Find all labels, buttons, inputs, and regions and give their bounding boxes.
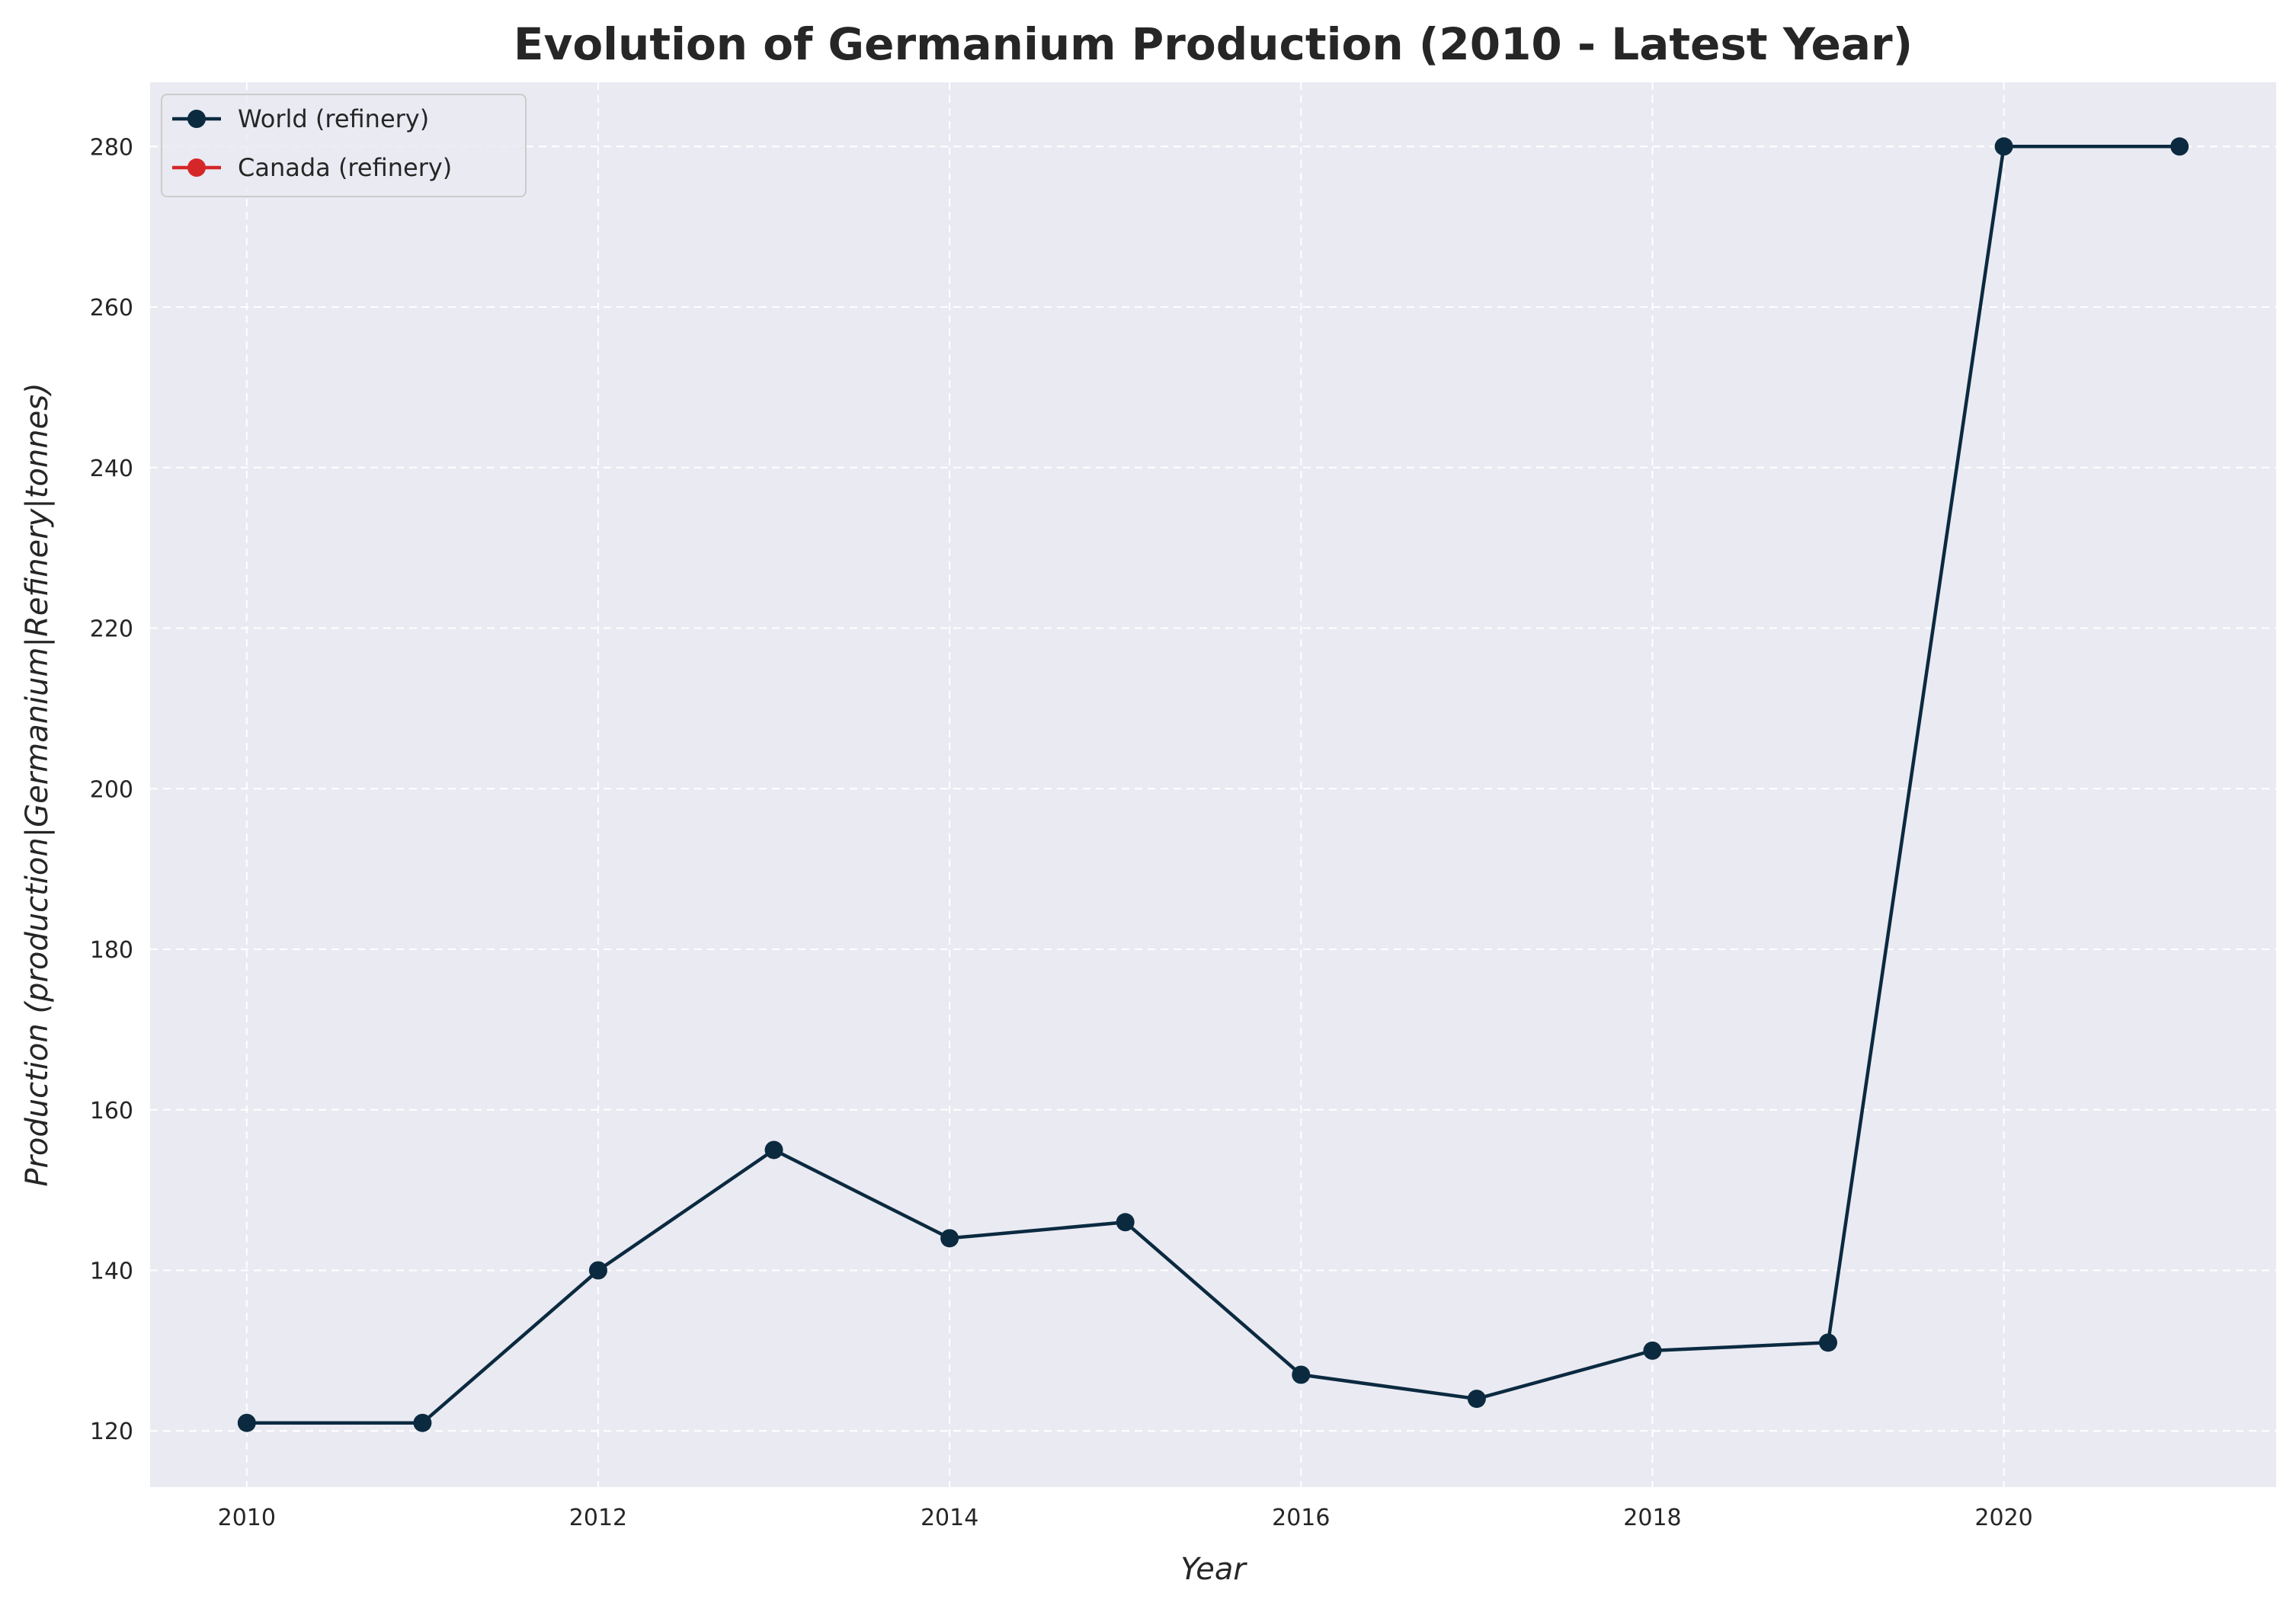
x-tick-label: 2014 [921, 1505, 978, 1531]
series-0 [237, 137, 2189, 1432]
legend-label: Canada (refinery) [238, 153, 452, 182]
legend: World (refinery) Canada (refinery) [161, 94, 527, 197]
y-tick-label: 160 [90, 1098, 133, 1124]
y-tick-label: 260 [90, 295, 133, 321]
x-tick-labels: 2010 2012 2014 2016 2018 2020 [218, 1505, 2033, 1531]
data-point [1643, 1341, 1662, 1360]
data-point [1116, 1213, 1135, 1232]
data-point [237, 1413, 256, 1432]
series-line [246, 145, 2180, 1425]
data-point [940, 1229, 959, 1248]
x-tick-label: 2016 [1272, 1505, 1330, 1531]
data-point [588, 1261, 607, 1280]
data-point [764, 1140, 783, 1160]
y-tick-label: 220 [90, 616, 133, 643]
y-tick-label: 140 [90, 1258, 133, 1284]
y-axis-title: Production (production|Germanium|Refiner… [20, 382, 55, 1186]
x-tick-label: 2020 [1974, 1505, 2032, 1531]
chart-title: Evolution of Germanium Production (2010 … [514, 18, 1913, 70]
y-tick-label: 280 [90, 134, 133, 161]
x-tick-label: 2010 [218, 1505, 276, 1531]
legend-item: World (refinery) [172, 104, 429, 133]
data-point [1292, 1365, 1311, 1384]
legend-item: Canada (refinery) [172, 153, 452, 182]
plot-area [150, 82, 2276, 1487]
y-tick-label: 120 [90, 1419, 133, 1445]
data-point [413, 1413, 432, 1432]
legend-label: World (refinery) [238, 104, 429, 133]
series-group [237, 137, 2189, 1432]
y-tick-labels: 120 140 160 180 200 220 240 260 280 [90, 134, 133, 1445]
y-tick-label: 200 [90, 776, 133, 803]
data-point [1819, 1333, 1838, 1352]
y-tick-label: 240 [90, 456, 133, 482]
data-point [1467, 1390, 1486, 1409]
x-tick-label: 2018 [1623, 1505, 1681, 1531]
x-tick-label: 2012 [569, 1505, 627, 1531]
data-point [1994, 137, 2013, 156]
y-tick-label: 180 [90, 937, 133, 964]
legend-marker [187, 158, 206, 177]
data-point [2170, 137, 2189, 156]
legend-box [161, 94, 527, 197]
legend-marker [187, 110, 206, 128]
x-axis-title: Year [1180, 1552, 1247, 1587]
grid-lines [150, 82, 2276, 1487]
